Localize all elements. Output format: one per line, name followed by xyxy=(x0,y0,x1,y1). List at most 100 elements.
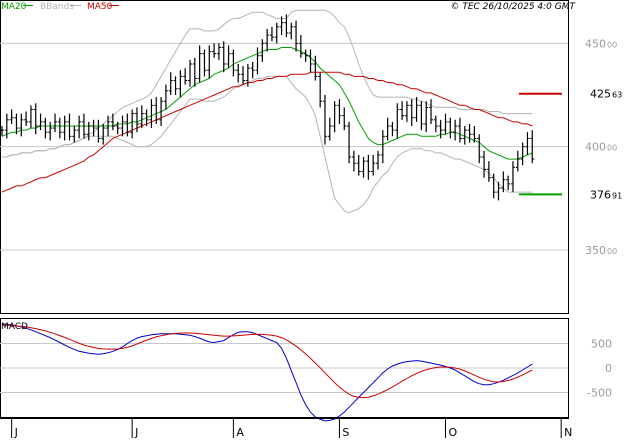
price-bar xyxy=(101,123,106,145)
price-bar xyxy=(322,95,327,145)
price-bar xyxy=(308,49,313,73)
price-bar xyxy=(43,117,48,139)
price-bar xyxy=(313,55,318,81)
price-bar xyxy=(120,115,125,137)
price-bar xyxy=(207,45,212,79)
price-bar xyxy=(390,121,395,137)
price-bar xyxy=(159,97,164,126)
price-bar xyxy=(139,105,144,129)
price-bar xyxy=(28,105,33,129)
price-bar xyxy=(274,22,279,44)
macd-y-axis: 500 0 -500 xyxy=(587,338,612,400)
price-bar xyxy=(86,121,91,141)
price-bar xyxy=(462,126,467,145)
price-bar xyxy=(501,171,506,193)
price-bar xyxy=(144,109,149,126)
x-tick-label: O xyxy=(448,426,457,439)
price-bar xyxy=(183,68,188,85)
price-bar xyxy=(188,59,192,87)
price-bar xyxy=(284,14,289,38)
bollinger-bands xyxy=(2,9,533,214)
price-y-tick-fraction: 00 xyxy=(607,40,617,49)
price-bar xyxy=(231,49,236,77)
price-bar xyxy=(115,121,120,135)
price-bar xyxy=(245,64,250,87)
support-level-value: 376 xyxy=(590,188,611,201)
price-bar xyxy=(221,41,226,73)
price-bars xyxy=(0,14,535,201)
macd-y-tick-label: 500 xyxy=(591,338,612,351)
price-bar xyxy=(226,45,231,69)
macd-lines xyxy=(1,323,533,422)
price-bar xyxy=(173,76,178,95)
price-bar xyxy=(366,154,371,180)
moving-averages xyxy=(1,47,533,193)
price-bar xyxy=(130,109,135,139)
price-bar xyxy=(216,43,221,60)
price-bar xyxy=(482,150,487,178)
price-bar xyxy=(510,161,515,193)
macd-panel-label: MACD xyxy=(1,322,28,332)
macd-panel: 500 0 -500 MACD xyxy=(0,318,612,422)
price-bar xyxy=(241,66,246,85)
legend-ma20-label: MA20 xyxy=(1,2,27,12)
price-y-tick-label: 450 xyxy=(585,37,606,50)
price-bar xyxy=(515,150,520,172)
price-bar xyxy=(424,101,429,133)
copyright-text: © TEC 26/10/2025 4:0 GMT xyxy=(450,2,576,12)
price-bar xyxy=(125,113,130,137)
price-bar xyxy=(395,103,400,139)
price-y-tick-fraction: 00 xyxy=(607,144,617,153)
price-bar xyxy=(255,47,260,75)
price-y-tick-fraction: 00 xyxy=(607,247,617,256)
price-bar xyxy=(361,157,366,178)
price-bar xyxy=(96,119,101,143)
price-bar xyxy=(149,99,154,129)
price-bar xyxy=(453,119,458,141)
price-bar xyxy=(106,115,111,137)
price-bar xyxy=(269,26,274,42)
price-bar xyxy=(342,107,347,131)
price-bar xyxy=(19,113,24,137)
price-bar xyxy=(467,123,472,143)
macd-line xyxy=(1,323,533,422)
price-bar xyxy=(14,113,19,135)
price-bar xyxy=(0,126,4,137)
price-bar xyxy=(202,49,207,77)
price-bar xyxy=(289,22,294,40)
price-bar xyxy=(168,72,173,95)
price-bar xyxy=(457,117,462,143)
price-bar xyxy=(298,35,303,58)
price-bar xyxy=(351,150,356,172)
legend: MA20 BBands MA50 © TEC 26/10/2025 4:0 GM… xyxy=(1,2,576,12)
price-gridlines xyxy=(0,42,568,251)
price-bar xyxy=(62,115,67,141)
price-bar xyxy=(347,121,352,164)
price-bar xyxy=(81,113,86,139)
price-bar xyxy=(236,64,241,83)
price-bar xyxy=(197,45,202,83)
price-bar xyxy=(443,113,448,135)
price-bar xyxy=(72,126,77,143)
price-bar xyxy=(57,117,62,139)
price-bar xyxy=(48,121,53,141)
price-bar xyxy=(433,115,438,133)
price-bar xyxy=(506,175,511,191)
x-tick-label: J xyxy=(134,426,138,439)
price-bar xyxy=(212,43,217,58)
price-bar xyxy=(419,101,424,131)
price-bar xyxy=(250,61,255,79)
price-bar xyxy=(380,130,385,164)
price-bar xyxy=(477,134,482,164)
legend-ma50-label: MA50 xyxy=(87,2,113,12)
x-tick-label: A xyxy=(236,426,244,439)
price-bar xyxy=(376,150,380,170)
price-bar xyxy=(260,39,265,62)
price-bar xyxy=(337,99,342,124)
price-bar xyxy=(192,57,197,87)
price-bar xyxy=(24,111,29,126)
price-bar xyxy=(429,99,434,124)
price-bar xyxy=(303,49,308,62)
